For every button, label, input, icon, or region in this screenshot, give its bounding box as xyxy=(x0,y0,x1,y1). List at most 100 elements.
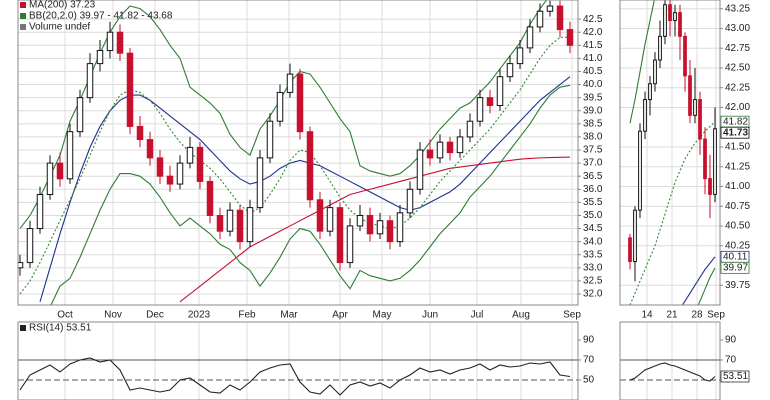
panel-title: RSI(14) 53.51 xyxy=(29,323,92,334)
y-tick-label: 38.5 xyxy=(583,118,603,129)
candle-body xyxy=(206,180,214,216)
candle-body xyxy=(416,149,424,190)
candle-body xyxy=(566,29,574,46)
y-tick-label: 33.5 xyxy=(583,249,603,260)
y-tick-label: 37.5 xyxy=(583,145,603,156)
x-tick-label: 28 xyxy=(691,310,703,321)
x-tick-label: Aug xyxy=(512,310,530,321)
candle-body xyxy=(66,131,74,180)
series-line xyxy=(629,121,716,305)
panel-frame xyxy=(619,321,721,400)
candle-body xyxy=(633,209,637,263)
y-tick-label: 42.5 xyxy=(583,14,603,25)
price-label: 39.97 xyxy=(723,263,748,274)
series-line xyxy=(681,256,716,305)
candle-body xyxy=(146,139,154,159)
candle-body xyxy=(176,162,184,185)
candle-body xyxy=(693,99,697,116)
candle-body xyxy=(446,141,454,154)
candle-body xyxy=(466,120,474,138)
candle-body xyxy=(116,31,124,54)
y-tick-label: 40.75 xyxy=(725,201,750,212)
candle-body xyxy=(336,207,344,264)
candle-body xyxy=(36,194,44,230)
candle-body xyxy=(556,5,564,31)
plot-area xyxy=(620,0,720,305)
candle-body xyxy=(688,75,692,116)
last-value-box xyxy=(720,370,750,383)
price-label: 40.11 xyxy=(723,251,748,262)
y-tick-label: 39.5 xyxy=(583,92,603,103)
candle-body xyxy=(256,157,264,209)
candle-body xyxy=(246,207,254,243)
legend-swatch xyxy=(20,2,26,8)
candle-body xyxy=(46,162,54,196)
series-line xyxy=(19,357,571,396)
price-label: 41.82 xyxy=(723,116,748,127)
candle-body xyxy=(376,220,384,235)
candle-body xyxy=(496,76,504,107)
panel-frame xyxy=(17,0,579,306)
candle-body xyxy=(346,225,354,264)
candle-body xyxy=(648,83,652,101)
price-label-box xyxy=(720,261,750,274)
candle-body xyxy=(56,162,64,180)
y-tick-label: 39.0 xyxy=(583,105,603,116)
x-tick-label: Mar xyxy=(280,310,298,321)
candle-body xyxy=(356,214,364,227)
y-tick-label: 70 xyxy=(583,355,595,366)
y-tick-label: 42.25 xyxy=(725,82,750,93)
candle-body xyxy=(18,262,24,269)
series-line xyxy=(629,362,716,382)
y-tick-label: 41.50 xyxy=(725,142,750,153)
x-tick-label: Sep xyxy=(707,310,725,321)
candle-body xyxy=(186,146,194,164)
candle-body xyxy=(216,214,224,232)
legend-label: BB(20,2.0) 39.97 - 41.82 - 43.68 xyxy=(29,11,173,22)
candle-body xyxy=(126,52,134,127)
y-tick-label: 90 xyxy=(725,335,737,346)
series-line xyxy=(697,267,716,305)
plot-area xyxy=(620,322,720,400)
price-label-box xyxy=(720,126,750,139)
candle-body xyxy=(643,99,647,132)
candle-body xyxy=(673,12,677,22)
candle-body xyxy=(296,73,304,133)
candle-body xyxy=(96,50,104,65)
candle-body xyxy=(156,157,164,177)
x-tick-label: Jul xyxy=(471,310,484,321)
candle-body xyxy=(26,228,34,264)
x-tick-label: Feb xyxy=(238,310,256,321)
x-tick-label: Sep xyxy=(563,310,581,321)
legend-label: Volume undef xyxy=(29,22,90,33)
candle-body xyxy=(638,130,642,211)
plot-area xyxy=(18,322,578,400)
x-tick-label: Nov xyxy=(104,310,122,321)
x-tick-label: 21 xyxy=(666,310,678,321)
y-tick-label: 90 xyxy=(583,335,595,346)
y-tick-label: 34.0 xyxy=(583,236,603,247)
candle-body xyxy=(106,31,114,52)
y-tick-label: 32.0 xyxy=(583,289,603,300)
y-tick-label: 39.75 xyxy=(725,280,750,291)
candle-body xyxy=(628,237,632,263)
y-tick-label: 42.75 xyxy=(725,43,750,54)
plot-area xyxy=(18,0,578,305)
last-value-label: 53.51 xyxy=(723,371,748,382)
candle-body xyxy=(316,199,324,232)
candle-body xyxy=(306,131,314,201)
candle-body xyxy=(166,175,174,185)
series-line xyxy=(19,36,571,295)
candle-body xyxy=(386,220,394,243)
y-tick-label: 40.5 xyxy=(583,66,603,77)
x-tick-label: Jun xyxy=(422,310,438,321)
candle-body xyxy=(546,5,554,12)
y-tick-label: 38.0 xyxy=(583,132,603,143)
candle-body xyxy=(236,209,244,243)
y-tick-label: 42.50 xyxy=(725,63,750,74)
series-line xyxy=(50,84,571,305)
price-label: 41.73 xyxy=(723,127,748,138)
y-tick-label: 42.0 xyxy=(583,27,603,38)
panel-frame xyxy=(17,321,579,400)
